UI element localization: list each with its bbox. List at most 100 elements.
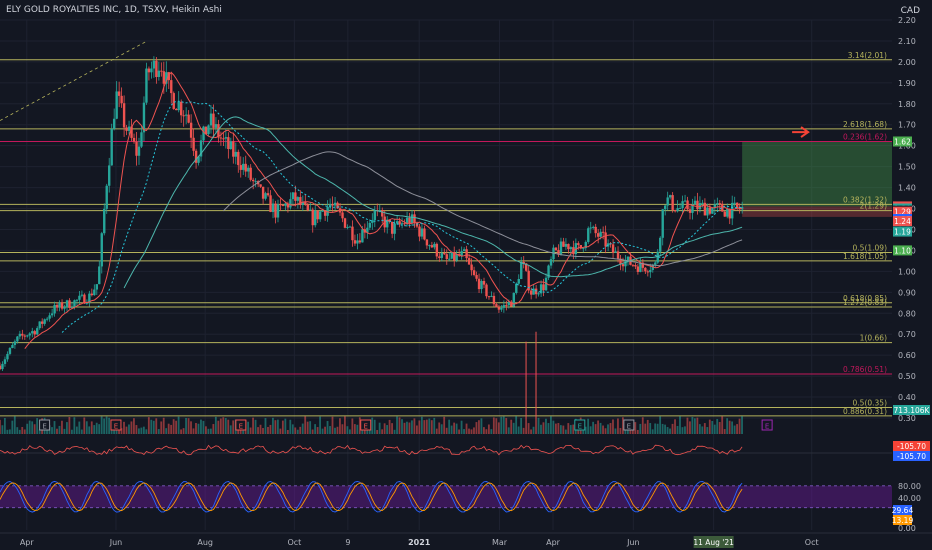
volume-bar	[227, 419, 230, 434]
candle-body	[279, 204, 282, 206]
volume-bar	[177, 416, 180, 434]
volume-bar	[487, 424, 490, 434]
candle-body	[450, 252, 453, 259]
y-tick-label: 2.00	[898, 58, 916, 67]
level-label: 0.382(1.32)	[843, 195, 887, 204]
candle-body	[184, 114, 188, 116]
candle-body	[537, 293, 540, 295]
price-axis[interactable]: 2.202.102.001.901.801.701.601.501.401.30…	[892, 16, 931, 533]
volume-bar	[656, 423, 659, 434]
candle-body	[418, 226, 421, 237]
candle-body	[274, 203, 277, 218]
earnings-marker-icon[interactable]: E	[39, 419, 51, 431]
x-tick-label: Aug	[197, 538, 213, 547]
volume-bar	[51, 427, 53, 434]
volume-bar	[316, 427, 319, 434]
earnings-marker-icon[interactable]: E	[574, 419, 586, 431]
moving-averages	[24, 71, 743, 350]
volume-bar	[262, 428, 264, 434]
candle-body	[316, 210, 319, 220]
volume-bar	[351, 418, 354, 434]
volume-bar	[0, 419, 1, 434]
candle-body	[85, 302, 89, 304]
volume-bar	[180, 429, 182, 434]
volume-bar	[386, 425, 389, 434]
earnings-marker-icon[interactable]: E	[360, 419, 372, 431]
level-label: 2(1.29)	[860, 202, 887, 211]
earnings-marker-icon[interactable]: E	[110, 419, 122, 431]
candle-body	[281, 204, 285, 206]
earnings-marker-icon[interactable]: E	[623, 419, 635, 431]
candle-body	[569, 247, 573, 250]
candle-body	[361, 229, 364, 243]
earnings-marker-icon[interactable]: E	[235, 419, 247, 431]
volume-bar	[545, 418, 547, 434]
candle-body	[103, 208, 106, 234]
candle-body	[318, 211, 322, 220]
volume-bar	[418, 420, 421, 434]
volume-bar	[232, 420, 235, 434]
chart-title: ELY GOLD ROYALTIES INC, 1D, TSXV, Heikin…	[6, 5, 222, 15]
volume-bar	[731, 421, 734, 434]
volume-bar	[676, 426, 679, 434]
volume-bar	[296, 429, 299, 434]
volume-bar	[562, 425, 565, 434]
candle-body	[157, 70, 161, 77]
earnings-marker-box	[39, 419, 51, 431]
candle-body	[50, 313, 54, 316]
candle-body	[93, 289, 96, 296]
candle-body	[731, 202, 734, 219]
earnings-marker-label: E	[114, 423, 118, 431]
candle-body	[594, 226, 597, 234]
volume-bar	[187, 418, 190, 434]
volume-bar	[289, 419, 292, 434]
candle-body	[562, 241, 565, 247]
candle-body	[172, 93, 175, 109]
candle-body	[390, 221, 394, 234]
candle-body	[33, 331, 36, 335]
volume-bar	[430, 420, 433, 434]
volume-bar	[197, 423, 200, 434]
candle-body	[100, 233, 103, 267]
candle-body	[26, 335, 29, 337]
volume-bar	[214, 416, 217, 434]
volume-bar	[13, 416, 16, 434]
candle-body	[539, 284, 543, 294]
volume-bar	[540, 424, 542, 434]
earnings-marker-label: E	[578, 423, 582, 431]
candle-body	[249, 167, 252, 180]
volume-bar	[406, 421, 408, 434]
volume-bar	[120, 428, 123, 434]
candle-body	[445, 254, 448, 259]
stoch-tick-label: 0.00	[898, 524, 916, 533]
volume-bar	[125, 426, 128, 434]
earnings-marker-icon[interactable]: E	[761, 419, 773, 431]
candle-body	[259, 184, 262, 187]
candle-body	[43, 319, 46, 324]
candle-body	[577, 243, 580, 245]
candle-body	[137, 146, 141, 156]
volume-bar	[485, 429, 488, 434]
candle-body	[482, 280, 486, 285]
candle-body	[701, 202, 704, 204]
candle-body	[557, 250, 560, 255]
candle-body	[366, 227, 369, 233]
candle-body	[351, 226, 354, 241]
candle-body	[599, 231, 602, 237]
volume-bar	[557, 423, 560, 434]
candle-body	[601, 231, 605, 233]
volume-bar	[741, 416, 743, 434]
volume-bar	[259, 424, 262, 434]
volume-bar	[408, 422, 411, 434]
volume-bar	[554, 423, 557, 434]
volume-bar	[229, 425, 232, 434]
candle-body	[691, 204, 694, 213]
candle-body	[547, 265, 550, 278]
candle-body	[207, 125, 210, 135]
time-axis[interactable]: AprJunAugOct92021MarAprJunAugOct11 Aug '…	[0, 532, 932, 548]
candle-body	[420, 228, 424, 237]
candle-body	[284, 203, 287, 206]
x-tick-label: 9	[345, 538, 350, 547]
